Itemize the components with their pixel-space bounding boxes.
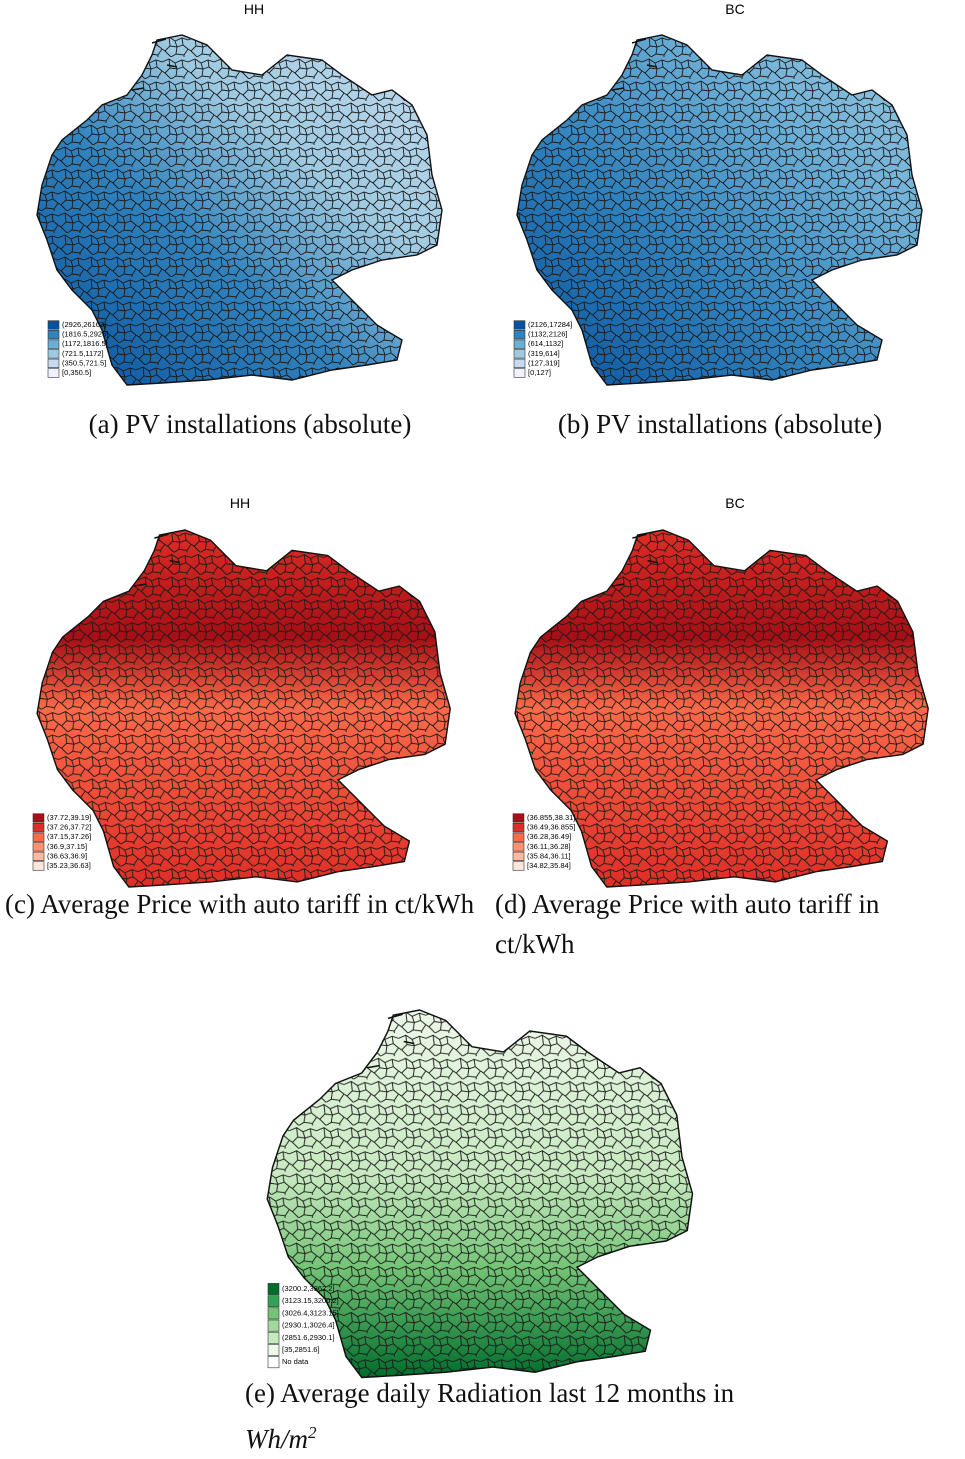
legend-swatch bbox=[514, 340, 525, 349]
legend-swatch bbox=[268, 1296, 279, 1307]
legend-label: (36.11,36.28] bbox=[527, 842, 571, 851]
map-title: HH bbox=[230, 495, 250, 511]
legend-swatch bbox=[514, 359, 525, 368]
district-borders bbox=[32, 530, 460, 897]
legend-swatch bbox=[33, 843, 44, 852]
map-panel: (3200.2,3362.2] (3123.15,3200.2] (3026.4,3… bbox=[262, 1010, 703, 1388]
legend-label: [35,2851.6] bbox=[282, 1345, 320, 1354]
map-panel: HH (2926,26163](1816.5,2926](1172,1816.5]… bbox=[32, 1, 452, 395]
legend-swatch bbox=[514, 350, 525, 359]
legend-swatch bbox=[513, 852, 524, 861]
legend-label: (2126,17284] bbox=[528, 320, 572, 329]
legend-swatch bbox=[48, 321, 59, 330]
legend-label: (614,1132] bbox=[528, 339, 563, 348]
germany-map bbox=[510, 530, 938, 897]
legend-label: (2851.6,2930.1] bbox=[282, 1333, 335, 1342]
map-panel: BC (36.855,38.31](36.49,36.855](36.28,36.… bbox=[510, 495, 938, 897]
legend-label: No data bbox=[282, 1357, 309, 1366]
legend-swatch bbox=[33, 852, 44, 861]
legend-swatch bbox=[514, 330, 525, 339]
legend-swatch bbox=[33, 833, 44, 842]
legend-label: (3123.15,3200.2] bbox=[282, 1296, 339, 1305]
legend-swatch bbox=[48, 330, 59, 339]
legend-swatch bbox=[513, 862, 524, 871]
legend-label: (3026.4,3123.15] bbox=[282, 1308, 339, 1317]
legend-label: (319,614] bbox=[528, 349, 560, 358]
legend-label: (2926,26163] bbox=[62, 320, 106, 329]
legend-swatch bbox=[33, 823, 44, 832]
legend-label: [0,127] bbox=[528, 368, 551, 377]
legend-label: (2930.1,3026.4] bbox=[282, 1321, 335, 1330]
legend-swatch bbox=[513, 814, 524, 823]
map-title: BC bbox=[725, 1, 744, 17]
legend-label: (350.5,721.5] bbox=[62, 358, 106, 367]
legend-label: (35.84,36.11] bbox=[527, 851, 571, 860]
germany-map bbox=[512, 35, 932, 395]
caption: (d) Average Price with auto tariff in ct… bbox=[495, 884, 965, 964]
legend-label: (3200.2,3362.2] bbox=[282, 1284, 335, 1293]
caption-part: Wh/m bbox=[245, 1424, 308, 1454]
germany-map bbox=[262, 1010, 703, 1388]
legend-label: [0,350.5] bbox=[62, 368, 91, 377]
legend-swatch bbox=[268, 1308, 279, 1319]
legend-swatch bbox=[48, 369, 59, 378]
figure: HH (2926,26163](1816.5,2926](1172,1816.5]… bbox=[0, 0, 965, 1436]
legend-swatch bbox=[514, 321, 525, 330]
legend-label: (1132,2126] bbox=[528, 330, 567, 339]
legend-label: (36.9,37.15] bbox=[47, 842, 87, 851]
map-title: HH bbox=[244, 1, 264, 17]
germany-map bbox=[32, 530, 460, 897]
legend-swatch bbox=[268, 1332, 279, 1343]
legend-label: (1172,1816.5] bbox=[62, 339, 108, 348]
legend-swatch bbox=[513, 823, 524, 832]
map-title: BC bbox=[725, 495, 744, 511]
legend-swatch bbox=[48, 340, 59, 349]
legend-label: (36.28,36.49] bbox=[527, 832, 571, 841]
legend-label: (127,319] bbox=[528, 358, 560, 367]
legend-swatch bbox=[513, 843, 524, 852]
caption: (a) PV installations (absolute) bbox=[0, 404, 500, 444]
legend-swatch bbox=[513, 833, 524, 842]
district-borders bbox=[262, 1010, 703, 1388]
legend-swatch bbox=[268, 1357, 279, 1368]
legend-label: (36.855,38.31] bbox=[527, 813, 575, 822]
legend-label: (721.5,1172] bbox=[62, 349, 104, 358]
legend-label: [35.23,36.63] bbox=[47, 861, 91, 870]
legend-label: (37.72,39.19] bbox=[47, 813, 91, 822]
legend-label: (37.15,37.26] bbox=[47, 832, 91, 841]
page: HH (2926,26163](1816.5,2926](1172,1816.5]… bbox=[0, 0, 965, 1436]
legend-swatch bbox=[48, 359, 59, 368]
district-borders bbox=[510, 530, 938, 897]
caption: (c) Average Price with auto tariff in ct… bbox=[5, 884, 475, 924]
legend-swatch bbox=[268, 1320, 279, 1331]
caption-part: 2 bbox=[308, 1423, 317, 1442]
district-borders bbox=[512, 35, 932, 395]
legend-swatch bbox=[33, 862, 44, 871]
caption-part: (e) Average daily Radiation last 12 mont… bbox=[245, 1378, 734, 1408]
legend-label: [34.82,35.84] bbox=[527, 861, 571, 870]
legend-swatch bbox=[514, 369, 525, 378]
legend-swatch bbox=[33, 814, 44, 823]
caption: (b) PV installations (absolute) bbox=[470, 404, 965, 444]
legend-label: (37.26,37.72] bbox=[47, 823, 91, 832]
map-panel: BC (2126,17284](1132,2126](614,1132](319,… bbox=[512, 1, 932, 395]
legend-swatch bbox=[48, 350, 59, 359]
legend-swatch bbox=[268, 1344, 279, 1355]
map-panel: HH (37.72,39.19](37.26,37.72](37.15,37.26… bbox=[32, 495, 460, 897]
legend-label: (36.63,36.9] bbox=[47, 851, 87, 860]
legend-label: (1816.5,2926] bbox=[62, 330, 108, 339]
legend-label: (36.49,36.855] bbox=[527, 823, 575, 832]
caption: (e) Average daily Radiation last 12 mont… bbox=[245, 1373, 765, 1459]
legend-swatch bbox=[268, 1283, 279, 1294]
